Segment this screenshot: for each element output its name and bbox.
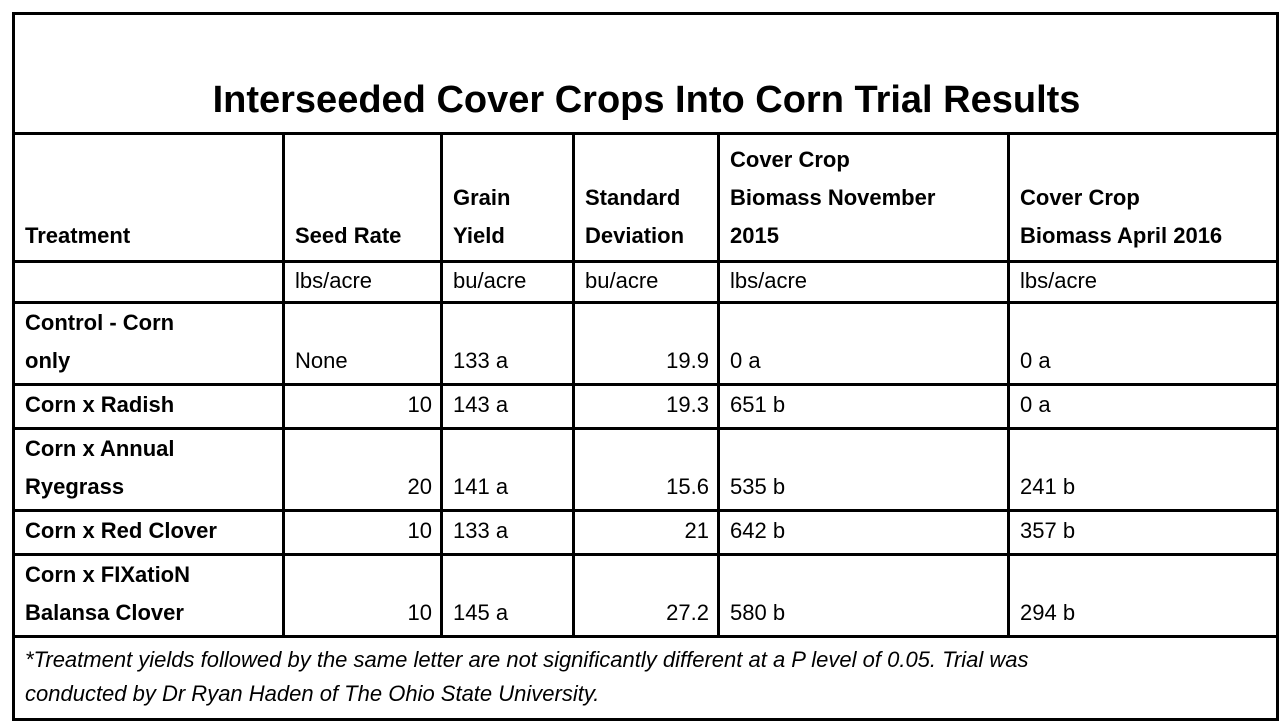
trial-results-table: Interseeded Cover Crops Into Corn Trial …	[11, 12, 1280, 721]
footnote-row: *Treatment yields followed by the same l…	[11, 635, 1280, 721]
footnote: *Treatment yields followed by the same l…	[11, 635, 1280, 721]
document-page: Interseeded Cover Crops Into Corn Trial …	[11, 12, 1280, 721]
cell-biomass-apr-2016: 0 a	[1006, 301, 1280, 386]
unit-cell-seed-rate: lbs/acre	[282, 260, 443, 304]
table-row-radish: Corn x Radish 10 143 a 19.3 651 b 0 a	[12, 383, 1280, 430]
column-header-biomass-apr-2016: Cover Crop Biomass April 2016	[1006, 132, 1280, 263]
cell-biomass-nov-2015: 580 b	[717, 553, 1010, 638]
unit-cell-grain-yield: bu/acre	[440, 260, 575, 304]
cell-std-dev: 19.9	[572, 301, 720, 386]
cell-biomass-apr-2016: 0 a	[1006, 383, 1280, 430]
cell-biomass-apr-2016: 241 b	[1006, 427, 1280, 512]
cell-std-dev: 21	[572, 509, 720, 556]
cell-std-dev: 19.3	[572, 383, 720, 430]
cell-grain-yield: 143 a	[440, 383, 575, 430]
cell-treatment: Corn x FIXatioN Balansa Clover	[12, 553, 285, 638]
cell-biomass-nov-2015: 651 b	[717, 383, 1010, 430]
unit-cell-biomass-apr-2016: lbs/acre	[1006, 260, 1280, 304]
table-row-fixation-balansa-clover: Corn x FIXatioN Balansa Clover 10 145 a …	[12, 553, 1280, 638]
column-header-grain-yield: Grain Yield	[440, 132, 575, 263]
table-title: Interseeded Cover Crops Into Corn Trial …	[11, 12, 1280, 135]
cell-seed-rate: None	[282, 301, 443, 386]
unit-cell-biomass-nov-2015: lbs/acre	[717, 260, 1010, 304]
table-row-red-clover: Corn x Red Clover 10 133 a 21 642 b 357 …	[12, 509, 1280, 556]
cell-seed-rate: 20	[282, 427, 443, 512]
title-row: Interseeded Cover Crops Into Corn Trial …	[11, 12, 1280, 135]
unit-cell-treatment	[12, 260, 285, 304]
column-header-biomass-nov-2015: Cover Crop Biomass November 2015	[717, 132, 1010, 263]
cell-biomass-nov-2015: 0 a	[717, 301, 1010, 386]
cell-grain-yield: 133 a	[440, 509, 575, 556]
cell-treatment: Corn x Radish	[12, 383, 285, 430]
units-row: lbs/acre bu/acre bu/acre lbs/acre lbs/ac…	[12, 260, 1280, 304]
cell-biomass-nov-2015: 642 b	[717, 509, 1010, 556]
table-row-control: Control - Corn only None 133 a 19.9 0 a …	[12, 301, 1280, 386]
cell-std-dev: 15.6	[572, 427, 720, 512]
column-header-treatment: Treatment	[12, 132, 285, 263]
cell-biomass-apr-2016: 357 b	[1006, 509, 1280, 556]
cell-grain-yield: 133 a	[440, 301, 575, 386]
cell-std-dev: 27.2	[572, 553, 720, 638]
cell-grain-yield: 145 a	[440, 553, 575, 638]
cell-biomass-apr-2016: 294 b	[1006, 553, 1280, 638]
unit-cell-std-dev: bu/acre	[572, 260, 720, 304]
cell-seed-rate: 10	[282, 509, 443, 556]
cell-treatment: Control - Corn only	[12, 301, 285, 386]
table-row-annual-ryegrass: Corn x Annual Ryegrass 20 141 a 15.6 535…	[12, 427, 1280, 512]
cell-treatment: Corn x Red Clover	[12, 509, 285, 556]
cell-grain-yield: 141 a	[440, 427, 575, 512]
cell-seed-rate: 10	[282, 553, 443, 638]
cell-treatment: Corn x Annual Ryegrass	[12, 427, 285, 512]
cell-seed-rate: 10	[282, 383, 443, 430]
column-header-seed-rate: Seed Rate	[282, 132, 443, 263]
column-header-row: Treatment Seed Rate Grain Yield Standard…	[12, 132, 1280, 263]
cell-biomass-nov-2015: 535 b	[717, 427, 1010, 512]
column-header-std-dev: Standard Deviation	[572, 132, 720, 263]
